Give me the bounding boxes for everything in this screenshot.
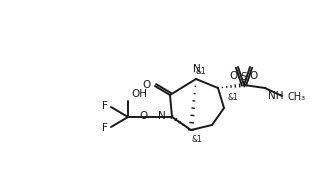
- Text: CH₃: CH₃: [287, 92, 305, 102]
- Text: O: O: [140, 111, 148, 121]
- Text: &1: &1: [191, 134, 202, 143]
- Text: O: O: [250, 71, 258, 81]
- Text: O: O: [143, 80, 151, 90]
- Text: N: N: [193, 64, 201, 74]
- Text: F: F: [102, 123, 108, 133]
- Text: &1: &1: [196, 66, 207, 76]
- Text: N: N: [158, 111, 166, 121]
- Text: F: F: [102, 101, 108, 111]
- Text: &1: &1: [227, 94, 238, 102]
- Text: OH: OH: [131, 89, 147, 99]
- Text: O: O: [230, 71, 238, 81]
- Text: NH: NH: [268, 91, 284, 101]
- Text: S: S: [241, 72, 247, 82]
